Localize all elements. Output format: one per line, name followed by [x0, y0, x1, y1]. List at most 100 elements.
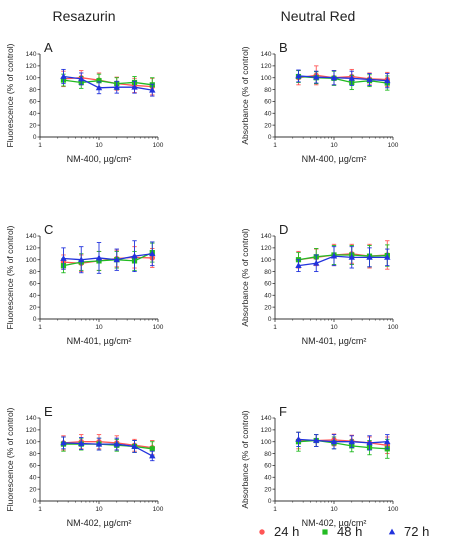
series-line — [63, 253, 153, 261]
y-tick-label: 140 — [261, 51, 272, 58]
x-tick-label: 100 — [153, 324, 164, 331]
data-point — [295, 262, 302, 269]
y-tick-label: 20 — [264, 122, 272, 129]
data-point — [384, 253, 391, 260]
y-tick-label: 40 — [264, 110, 272, 117]
series-72h — [295, 69, 391, 89]
x-tick-label: 1 — [273, 142, 277, 149]
y-tick-label: 140 — [261, 415, 272, 422]
y-tick-label: 40 — [264, 292, 272, 299]
legend-circle-icon — [259, 529, 265, 535]
y-axis-label: Absorbance (% of control) — [240, 228, 250, 326]
panel-letter: B — [279, 40, 288, 55]
series-line — [63, 79, 153, 86]
panel-c: C 0 20 40 60 80 100 120 140 1 10 100 Fluorescence (%… — [5, 222, 164, 346]
data-point — [95, 254, 103, 261]
x-tick-label: 10 — [330, 324, 338, 331]
y-tick-label: 140 — [26, 51, 37, 58]
y-tick-label: 60 — [264, 99, 272, 106]
data-point — [149, 452, 156, 459]
panel-letter: F — [279, 404, 287, 419]
y-tick-label: 120 — [261, 245, 272, 252]
series-line — [298, 255, 388, 267]
data-point — [384, 438, 391, 445]
data-point — [96, 78, 102, 84]
series-72h — [295, 431, 391, 451]
data-point — [149, 250, 156, 257]
panel-letter: C — [44, 222, 53, 237]
x-tick-label: 1 — [38, 506, 42, 513]
data-point — [149, 446, 155, 452]
series-line — [63, 441, 153, 449]
y-tick-label: 120 — [261, 427, 272, 434]
series-48h — [60, 73, 155, 93]
data-point — [384, 77, 391, 84]
data-point — [366, 253, 373, 260]
legend: 24 h 48 h 72 h — [259, 524, 429, 539]
panel-letter: A — [44, 40, 53, 55]
data-point — [295, 435, 302, 442]
y-tick-label: 100 — [261, 439, 272, 446]
series-72h — [60, 436, 156, 462]
y-tick-label: 120 — [261, 63, 272, 70]
data-point — [348, 74, 355, 81]
y-tick-label: 60 — [29, 99, 37, 106]
data-point — [330, 438, 338, 445]
y-tick-label: 80 — [29, 87, 37, 94]
y-tick-label: 100 — [26, 257, 37, 264]
data-point — [131, 252, 138, 259]
series-line — [298, 75, 388, 82]
x-tick-label: 10 — [95, 324, 103, 331]
series-line — [298, 254, 388, 261]
x-axis-label: NM-400, µg/cm² — [302, 154, 367, 164]
y-tick-label: 120 — [26, 245, 37, 252]
y-tick-label: 120 — [26, 63, 37, 70]
y-tick-label: 100 — [261, 257, 272, 264]
y-tick-label: 140 — [26, 415, 37, 422]
panel-letter: D — [279, 222, 288, 237]
x-tick-label: 100 — [388, 142, 399, 149]
y-tick-label: 60 — [29, 281, 37, 288]
y-tick-label: 20 — [29, 304, 37, 311]
y-tick-label: 40 — [29, 474, 37, 481]
series-line — [63, 252, 153, 267]
y-tick-label: 60 — [29, 463, 37, 470]
y-tick-label: 20 — [264, 486, 272, 493]
series-72h — [295, 246, 391, 273]
x-axis-label: NM-401, µg/cm² — [67, 336, 132, 346]
data-point — [348, 253, 355, 260]
legend-item-72h: 72 h — [388, 524, 429, 539]
panel-letter: E — [44, 404, 53, 419]
y-tick-label: 140 — [26, 233, 37, 240]
series-line — [298, 438, 388, 444]
y-tick-label: 60 — [264, 281, 272, 288]
data-point — [330, 252, 338, 259]
y-axis-label: Fluorescence (% of control) — [5, 407, 15, 511]
y-axis-label: Absorbance (% of control) — [240, 410, 250, 508]
y-axis-label: Absorbance (% of control) — [240, 46, 250, 144]
series-line — [63, 442, 153, 457]
x-tick-label: 1 — [38, 324, 42, 331]
panel-a: A 0 20 40 60 80 100 120 140 1 10 100 Fluorescence (%… — [5, 40, 164, 164]
y-tick-label: 120 — [26, 427, 37, 434]
series-72h — [60, 68, 156, 97]
y-tick-label: 140 — [261, 233, 272, 240]
data-point — [78, 440, 85, 446]
y-tick-label: 40 — [29, 110, 37, 117]
legend-item-24h: 24 h — [259, 524, 299, 539]
series-line — [298, 74, 388, 81]
y-tick-label: 0 — [268, 316, 272, 323]
data-point — [60, 73, 67, 79]
series-48h — [295, 431, 390, 459]
y-tick-label: 20 — [264, 304, 272, 311]
data-point — [60, 439, 67, 446]
data-point — [95, 84, 103, 91]
x-axis-label: NM-402, µg/cm² — [302, 518, 367, 528]
data-point — [131, 443, 138, 449]
legend-square-icon — [322, 529, 328, 535]
x-tick-label: 1 — [38, 142, 42, 149]
y-tick-label: 80 — [29, 269, 37, 276]
series-line — [63, 75, 153, 91]
